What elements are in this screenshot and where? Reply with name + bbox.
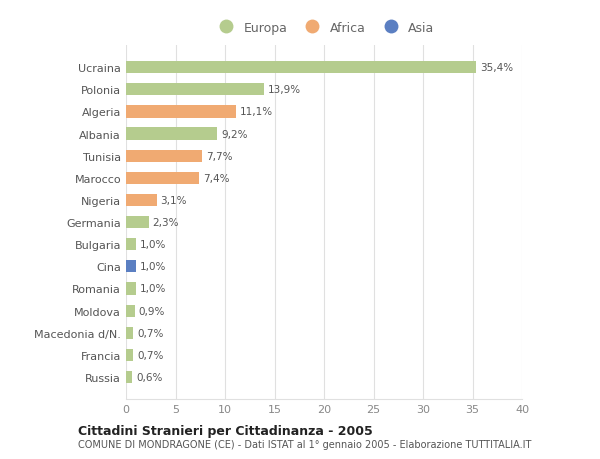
Text: 3,1%: 3,1% — [161, 196, 187, 206]
Bar — [126, 283, 136, 295]
Bar — [126, 150, 202, 162]
Text: 35,4%: 35,4% — [481, 63, 514, 73]
Text: 9,2%: 9,2% — [221, 129, 248, 139]
Text: 2,3%: 2,3% — [153, 218, 179, 228]
Text: 11,1%: 11,1% — [240, 107, 273, 117]
Bar — [126, 371, 132, 383]
Bar — [126, 128, 217, 140]
Bar — [126, 106, 236, 118]
Bar — [126, 84, 263, 96]
Bar — [126, 217, 149, 229]
Bar — [126, 327, 133, 339]
Text: 0,7%: 0,7% — [137, 350, 163, 360]
Bar — [126, 261, 136, 273]
Bar — [126, 349, 133, 361]
Bar — [126, 62, 476, 74]
Text: COMUNE DI MONDRAGONE (CE) - Dati ISTAT al 1° gennaio 2005 - Elaborazione TUTTITA: COMUNE DI MONDRAGONE (CE) - Dati ISTAT a… — [78, 440, 532, 449]
Text: 0,6%: 0,6% — [136, 372, 162, 382]
Text: Cittadini Stranieri per Cittadinanza - 2005: Cittadini Stranieri per Cittadinanza - 2… — [78, 424, 373, 437]
Bar — [126, 173, 199, 185]
Text: 1,0%: 1,0% — [140, 284, 166, 294]
Text: 13,9%: 13,9% — [268, 85, 301, 95]
Bar — [126, 305, 135, 317]
Legend: Europa, Africa, Asia: Europa, Africa, Asia — [209, 17, 439, 40]
Text: 1,0%: 1,0% — [140, 262, 166, 272]
Text: 0,7%: 0,7% — [137, 328, 163, 338]
Text: 0,9%: 0,9% — [139, 306, 165, 316]
Bar — [126, 239, 136, 251]
Text: 1,0%: 1,0% — [140, 240, 166, 250]
Bar — [126, 195, 157, 207]
Text: 7,7%: 7,7% — [206, 151, 233, 162]
Text: 7,4%: 7,4% — [203, 174, 230, 184]
